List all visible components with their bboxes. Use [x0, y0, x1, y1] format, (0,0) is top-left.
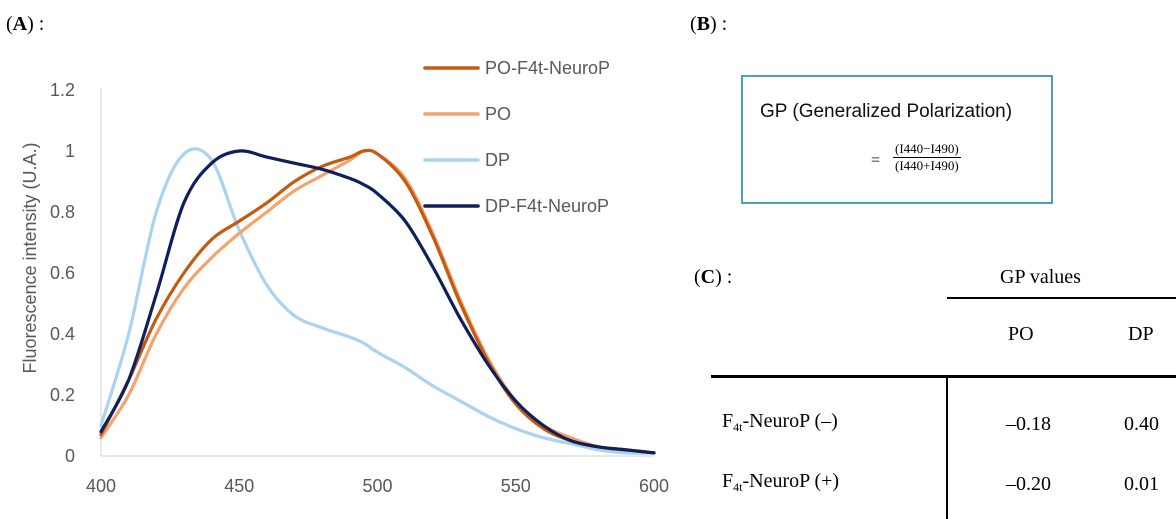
x-tick-label: 600	[639, 476, 669, 496]
y-tick-label: 0.6	[50, 263, 75, 283]
y-tick-label: 0.8	[50, 202, 75, 222]
column-header-dp: DP	[1128, 323, 1154, 345]
y-tick-label: 0	[65, 446, 75, 466]
cell-po-plus: –0.20	[1006, 473, 1051, 495]
y-tick-label: 1.2	[50, 80, 75, 100]
cell-dp-plus: 0.01	[1124, 473, 1159, 495]
legend-label: DP-F4t-NeuroP	[485, 196, 609, 216]
x-tick-label: 450	[224, 476, 254, 496]
gp-denominator: (I440+I490)	[893, 157, 961, 173]
gp-numerator: (I440−I490)	[895, 141, 959, 156]
gp-table-header: GP values	[1000, 266, 1081, 288]
panel-a-label: (A) :	[6, 13, 45, 35]
panel-a-letter: A	[12, 13, 28, 35]
gp-fraction: (I440−I490) (I440+I490)	[893, 141, 961, 174]
y-tick-label: 0.4	[50, 324, 75, 344]
panel-b-label: (B) :	[690, 13, 728, 35]
row-label-f4t-plus: F4t-NeuroP (+)	[722, 470, 840, 494]
y-axis-title: Fluorescence intensity (U.A.)	[20, 142, 40, 373]
series-line-dp	[99, 147, 656, 455]
table-divider	[946, 376, 948, 519]
gp-definition-box: GP (Generalized Polarization) = (I440−I4…	[741, 75, 1053, 204]
x-tick-label: 550	[501, 476, 531, 496]
cell-po-minus: –0.18	[1006, 413, 1051, 435]
y-tick-label: 1	[65, 141, 75, 161]
panel-c-label: (C) :	[694, 266, 733, 288]
row-label-f4t-minus: F4t-NeuroP (–)	[722, 410, 838, 434]
gp-equals-sign: =	[871, 152, 881, 169]
panel-c-letter: C	[700, 266, 716, 288]
gp-formula: = (I440−I490) (I440+I490)	[871, 141, 961, 174]
header-underline	[947, 297, 1176, 299]
legend-label: PO-F4t-NeuroP	[485, 58, 610, 78]
panel-b-letter: B	[696, 13, 711, 35]
series-line-dp-f4t-neurop	[99, 149, 656, 455]
column-header-po: PO	[1008, 323, 1034, 345]
x-tick-label: 400	[86, 476, 116, 496]
cell-dp-minus: 0.40	[1124, 413, 1159, 435]
x-tick-label: 500	[362, 476, 392, 496]
table-rule	[711, 375, 1176, 378]
legend-label: DP	[485, 150, 510, 170]
gp-box-title: GP (Generalized Polarization)	[760, 101, 1013, 122]
y-tick-label: 0.2	[50, 385, 75, 405]
fluorescence-chart: 00.20.40.60.811.2400450500550600Wave len…	[20, 58, 669, 496]
legend-label: PO	[485, 104, 511, 124]
